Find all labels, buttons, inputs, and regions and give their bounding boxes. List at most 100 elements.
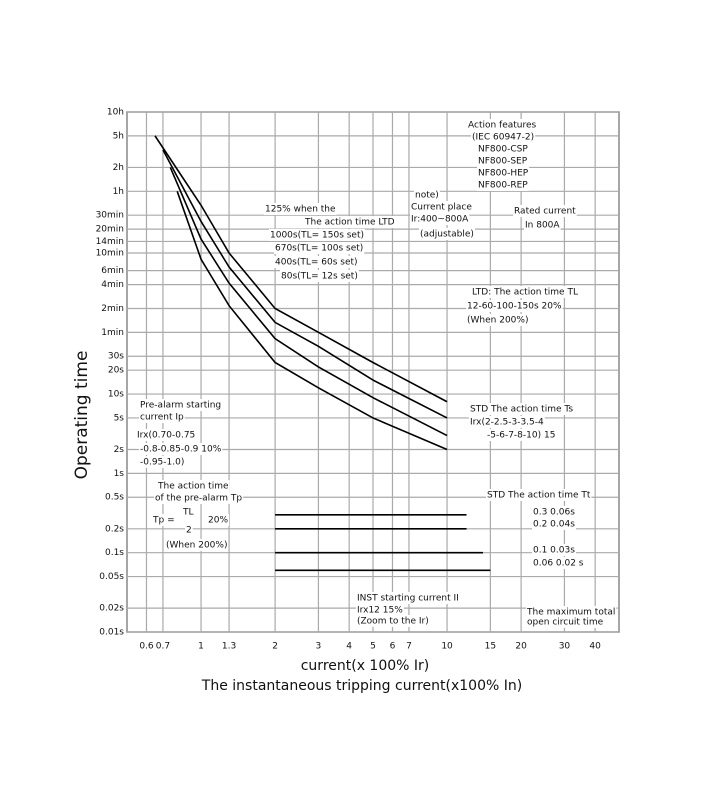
annotation-bg xyxy=(136,429,197,441)
annotation: Pre-alarm starting xyxy=(140,401,221,411)
y-tick-label: 2s xyxy=(114,445,125,455)
annotation: NF800-CSP xyxy=(478,145,528,155)
y-tick-label: 0.2s xyxy=(105,524,124,534)
annotation-bg xyxy=(157,480,230,492)
annotation: Rated current xyxy=(514,207,576,217)
annotation-bg xyxy=(182,506,195,518)
annotation: Tp = xyxy=(152,516,175,526)
annotation-bg xyxy=(356,592,460,604)
annotation: Action features xyxy=(468,121,537,131)
annotation-bg xyxy=(471,286,579,298)
x-tick-label: 1 xyxy=(198,642,204,652)
y-tick-label: 10min xyxy=(96,249,124,259)
annotation-bg xyxy=(526,606,617,618)
annotation: 670s(TL= 100s set) xyxy=(275,244,363,254)
annotation-bg xyxy=(532,544,576,556)
annotation: 125% when the xyxy=(265,205,336,215)
annotation: (When 200%) xyxy=(467,316,528,326)
y-tick-label: 0.05s xyxy=(99,572,124,582)
x-axis-label: current(x 100% Ir) xyxy=(301,658,430,674)
x-tick-label: 20 xyxy=(515,642,527,652)
x-tick-label: 6 xyxy=(390,642,396,652)
annotation: The action time LTD xyxy=(304,218,395,228)
annotation-bg xyxy=(467,119,538,131)
x-tick-label: 5 xyxy=(370,642,376,652)
annotation: -5-6-7-8-10) 15 xyxy=(487,431,555,441)
annotation: 1000s(TL= 150s set) xyxy=(270,231,364,241)
annotation: 12-60-100-150s 20% xyxy=(467,302,562,312)
annotation-bg xyxy=(152,514,176,526)
y-tick-label: 20min xyxy=(96,225,124,235)
x-tick-label: 10 xyxy=(441,642,453,652)
annotation-bg xyxy=(274,256,359,268)
y-tick-label: 30min xyxy=(96,211,124,221)
annotation: Irx(0.70-0.75 xyxy=(137,431,195,441)
annotation-bg xyxy=(477,179,529,191)
y-tick-label: 4min xyxy=(101,280,124,290)
annotation: 0.06 0.02 s xyxy=(533,559,584,569)
annotation-bg xyxy=(165,539,229,551)
x-tick-label: 0.7 xyxy=(156,642,170,652)
x-tick-label: 7 xyxy=(406,642,412,652)
curve xyxy=(154,135,448,403)
annotation-bg xyxy=(139,443,223,455)
annotation: open circuit time xyxy=(527,618,604,628)
annotation: of the pre-alarm Tp xyxy=(155,494,242,504)
annotation: The action time xyxy=(157,482,229,492)
annotation: 0.2 0.04s xyxy=(533,520,575,530)
annotation: STD The action time Tt xyxy=(487,491,591,501)
annotation: Irx(2-2.5-3-3.5-4 xyxy=(470,418,544,428)
y-tick-label: 14min xyxy=(96,237,124,247)
annotation: 400s(TL= 60s set) xyxy=(275,258,358,268)
y-tick-label: 0.02s xyxy=(99,604,124,614)
annotation-bg xyxy=(524,219,561,231)
annotation: INST starting current II xyxy=(357,594,459,604)
y-tick-label: 10h xyxy=(107,108,124,118)
annotation-bg xyxy=(486,489,592,501)
y-tick-label: 2min xyxy=(101,304,124,314)
annotation: TL xyxy=(182,508,194,518)
y-tick-label: 0.5s xyxy=(105,493,124,503)
annotation: NF800-SEP xyxy=(478,157,528,167)
annotation-bg xyxy=(469,416,545,428)
annotation: 0.3 0.06s xyxy=(533,508,575,518)
annotation-bg xyxy=(410,213,470,225)
y-tick-label: 1s xyxy=(114,469,125,479)
annotation: (Zoom to the Ir) xyxy=(357,617,429,627)
annotation-bg xyxy=(280,270,359,282)
annotation-bg xyxy=(526,616,605,628)
x-tick-label: 2 xyxy=(272,642,278,652)
annotation-bg xyxy=(304,216,396,228)
annotation: NF800-HEP xyxy=(478,169,529,179)
x-tick-label: 1.3 xyxy=(222,642,236,652)
y-tick-label: 30s xyxy=(108,352,124,362)
curve xyxy=(176,191,448,451)
x-tick-label: 3 xyxy=(316,642,322,652)
annotation: (IEC 60947-2) xyxy=(472,133,534,143)
y-tick-label: 10s xyxy=(108,390,124,400)
annotation: current Ip xyxy=(140,413,184,423)
y-tick-label: 2h xyxy=(113,163,124,173)
annotation-bg xyxy=(477,167,530,179)
curve xyxy=(169,167,448,437)
annotation: The maximum total xyxy=(526,608,615,618)
annotation: STD The action time Ts xyxy=(470,405,573,415)
x-tick-label: 30 xyxy=(559,642,571,652)
annotation-bg xyxy=(139,399,223,411)
annotation: -0.8-0.85-0.9 10% xyxy=(140,445,222,455)
annotation-bg xyxy=(477,143,529,155)
annotation-bg xyxy=(532,557,585,569)
x-tick-label: 40 xyxy=(589,642,601,652)
y-tick-label: 5h xyxy=(113,131,124,141)
annotation: 20% xyxy=(208,516,228,526)
x-axis-label-2: The instantaneous tripping current(x100%… xyxy=(201,678,522,694)
y-tick-label: 1h xyxy=(113,187,124,197)
annotation-bg xyxy=(486,429,557,441)
y-axis-label: Operating time xyxy=(72,351,92,480)
annotation-bg xyxy=(356,604,404,616)
annotation: 80s(TL= 12s set) xyxy=(281,272,358,282)
y-tick-label: 0.1s xyxy=(105,548,124,558)
annotation-bg xyxy=(469,403,575,415)
